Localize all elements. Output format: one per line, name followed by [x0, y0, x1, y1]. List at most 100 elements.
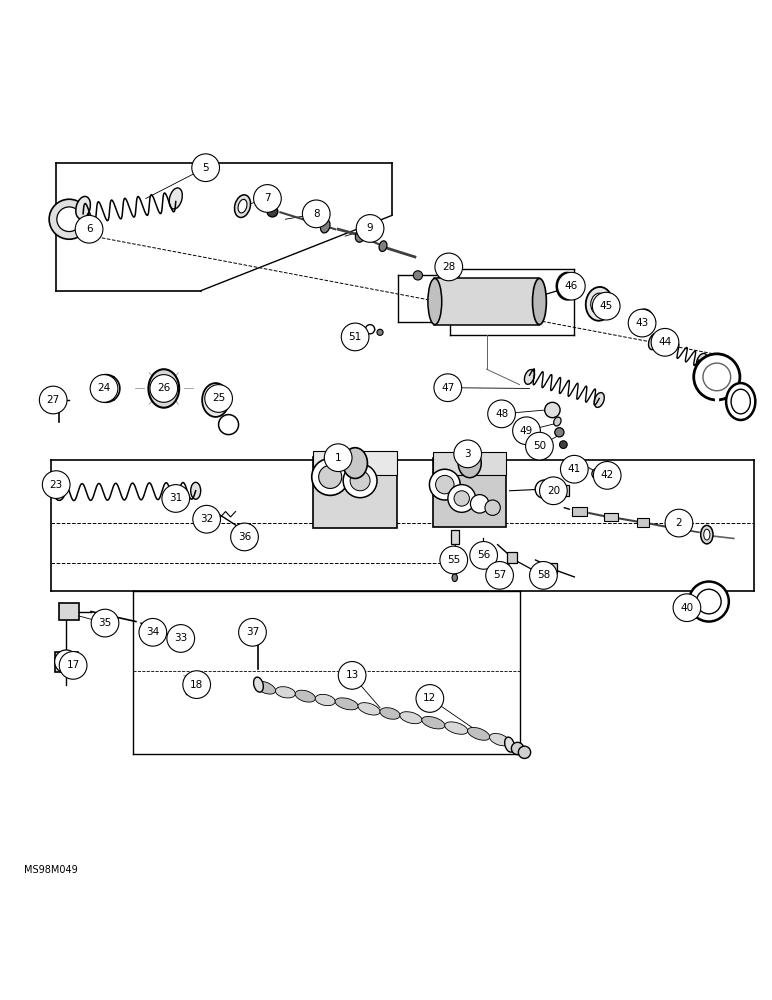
Bar	[433, 452, 506, 475]
Text: 49: 49	[520, 426, 533, 436]
Ellipse shape	[191, 482, 201, 499]
Circle shape	[448, 485, 476, 512]
Text: 23: 23	[49, 480, 63, 490]
Circle shape	[665, 509, 692, 537]
Circle shape	[253, 185, 281, 212]
Text: 8: 8	[313, 209, 320, 219]
Circle shape	[478, 554, 487, 563]
Ellipse shape	[208, 390, 223, 410]
Text: 20: 20	[547, 486, 560, 496]
Text: 28: 28	[442, 262, 455, 272]
Text: 42: 42	[601, 470, 614, 480]
Circle shape	[143, 622, 163, 642]
Ellipse shape	[422, 716, 445, 729]
Text: 46: 46	[564, 281, 578, 291]
Text: 6: 6	[86, 224, 93, 234]
Bar	[668, 524, 680, 532]
Ellipse shape	[560, 277, 574, 295]
Bar	[55, 652, 78, 672]
Ellipse shape	[53, 481, 65, 500]
Text: 1: 1	[335, 453, 341, 463]
Circle shape	[365, 325, 374, 334]
Ellipse shape	[76, 196, 90, 219]
Bar	[546, 563, 557, 573]
Circle shape	[312, 458, 349, 495]
Text: 7: 7	[264, 193, 271, 203]
Ellipse shape	[452, 560, 458, 569]
Text: 26: 26	[157, 383, 171, 393]
Circle shape	[470, 542, 497, 569]
Text: 37: 37	[245, 627, 259, 637]
Circle shape	[267, 206, 278, 217]
Ellipse shape	[726, 383, 755, 420]
Text: 34: 34	[146, 627, 160, 637]
Circle shape	[435, 253, 462, 281]
Circle shape	[696, 589, 721, 614]
Circle shape	[694, 354, 740, 400]
Ellipse shape	[154, 376, 174, 401]
Circle shape	[350, 471, 370, 491]
Ellipse shape	[148, 369, 179, 408]
Circle shape	[488, 400, 516, 428]
Circle shape	[59, 652, 87, 679]
Circle shape	[518, 746, 530, 758]
Circle shape	[49, 199, 89, 239]
Bar	[97, 377, 114, 400]
Ellipse shape	[648, 333, 659, 350]
Circle shape	[148, 628, 157, 637]
Text: 48: 48	[495, 409, 508, 419]
Text: 55: 55	[447, 555, 460, 565]
Bar	[451, 530, 459, 544]
Circle shape	[535, 480, 554, 498]
Bar	[604, 513, 618, 521]
Ellipse shape	[704, 529, 710, 540]
Circle shape	[592, 468, 603, 479]
Ellipse shape	[489, 733, 510, 746]
Text: 5: 5	[202, 163, 209, 173]
Text: 33: 33	[174, 633, 188, 643]
Circle shape	[183, 671, 211, 698]
Text: 43: 43	[635, 318, 648, 328]
Text: 56: 56	[477, 550, 490, 560]
Ellipse shape	[379, 241, 387, 251]
Ellipse shape	[696, 353, 707, 370]
Circle shape	[673, 594, 701, 622]
Ellipse shape	[505, 737, 514, 752]
Ellipse shape	[608, 475, 615, 485]
Circle shape	[98, 381, 113, 396]
Circle shape	[594, 462, 621, 489]
Circle shape	[344, 464, 377, 498]
Bar	[59, 603, 80, 620]
Circle shape	[139, 618, 167, 646]
Circle shape	[303, 200, 330, 228]
Bar	[506, 552, 516, 563]
Circle shape	[530, 562, 557, 589]
Circle shape	[454, 491, 469, 506]
Circle shape	[319, 465, 342, 488]
Circle shape	[416, 685, 444, 712]
Text: 36: 36	[238, 532, 251, 542]
Text: 3: 3	[465, 449, 471, 459]
Text: 9: 9	[367, 223, 374, 233]
Ellipse shape	[295, 690, 316, 702]
Ellipse shape	[335, 698, 358, 710]
Text: 12: 12	[423, 693, 436, 703]
Circle shape	[356, 215, 384, 242]
Ellipse shape	[343, 448, 367, 478]
Ellipse shape	[701, 525, 713, 544]
Text: 35: 35	[98, 618, 112, 628]
Bar	[637, 518, 649, 527]
Circle shape	[485, 500, 500, 515]
Circle shape	[557, 272, 585, 300]
Ellipse shape	[355, 230, 365, 242]
Ellipse shape	[253, 677, 263, 692]
Circle shape	[324, 444, 352, 472]
Circle shape	[689, 582, 729, 622]
Bar	[571, 507, 587, 516]
Text: 24: 24	[97, 383, 110, 393]
Circle shape	[92, 375, 120, 402]
Ellipse shape	[731, 389, 750, 414]
Ellipse shape	[238, 199, 247, 213]
Bar	[313, 451, 398, 475]
Text: 58: 58	[537, 570, 550, 580]
